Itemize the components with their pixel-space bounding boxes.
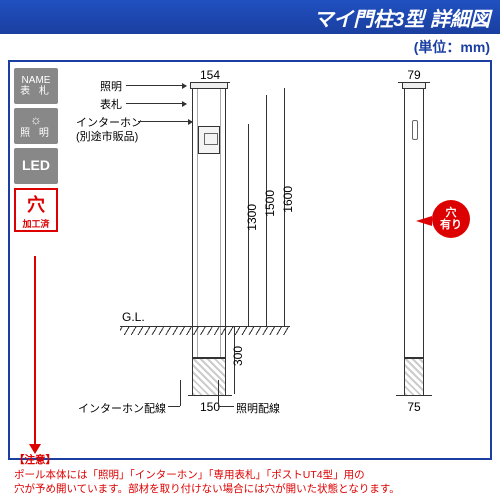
- label-plate: 表札: [100, 96, 122, 112]
- dim-1300: 1300: [248, 124, 249, 326]
- side-view: 79 75 穴 有り: [370, 70, 470, 400]
- icon-column: NAME 表 札 ☼ 照 明 LED 穴 加工済: [14, 68, 62, 232]
- hole-subtext: 加工済: [22, 217, 49, 230]
- side-dim-top: 79: [398, 68, 430, 82]
- led-icon: LED: [14, 148, 58, 184]
- wire-light-label: 照明配線: [236, 400, 280, 416]
- wire-line: [218, 380, 219, 406]
- dim-value: 300: [231, 346, 245, 366]
- dim-value: 1600: [281, 186, 295, 213]
- hole-badge: 穴 加工済: [14, 188, 58, 232]
- wire-line: [168, 406, 180, 407]
- ground-line: [120, 326, 290, 327]
- side-base: [404, 358, 424, 396]
- bulb-icon: ☼: [30, 113, 42, 127]
- nameplate-icon: NAME 表 札: [14, 68, 58, 104]
- icon-text: NAME: [22, 75, 51, 86]
- dim-300: 300: [234, 326, 235, 394]
- dim-top-width: 154: [190, 68, 230, 82]
- hole-text: 穴: [446, 207, 457, 219]
- light-icon: ☼ 照 明: [14, 108, 58, 144]
- dim-value: 154: [200, 68, 220, 82]
- page-title: マイ門柱3型 詳細図: [313, 3, 490, 32]
- hole-text: 有り: [440, 219, 462, 231]
- label-light: 照明: [100, 78, 122, 94]
- front-view: G.L. 154 150: [120, 70, 290, 400]
- hole-text: 穴: [27, 191, 45, 217]
- icon-text: 照 明: [20, 128, 52, 139]
- dim-1500: 1500: [266, 95, 267, 326]
- caution-head: 【注意】: [14, 454, 56, 466]
- leader-line: [126, 103, 186, 104]
- wire-line: [218, 406, 234, 407]
- dim-value: 1300: [245, 204, 259, 231]
- wire-intercom-label: インターホン配線: [78, 400, 166, 416]
- wire-line: [180, 380, 181, 406]
- dim-value: 1500: [263, 190, 277, 217]
- side-intercom: [412, 120, 418, 140]
- gl-label: G.L.: [122, 310, 145, 324]
- icon-text: LED: [22, 158, 50, 173]
- dim-bottom-width: 150: [188, 400, 232, 414]
- leader-line: [138, 121, 192, 122]
- caution-line: ポール本体には「照明」「インターホン」「専用表札」「ポストUT4型」用の: [14, 469, 365, 481]
- unit-label: (単位：mm): [0, 34, 500, 57]
- caution-line: 穴が予め開いています。部材を取り付けない場合には穴が開いた状態となります。: [14, 483, 400, 495]
- hole-marker-icon: 穴 有り: [432, 200, 470, 238]
- icon-text: 表 札: [20, 86, 52, 97]
- caution-note: 【注意】 ポール本体には「照明」「インターホン」「専用表札」「ポストUT4型」用…: [14, 453, 486, 496]
- side-dim-bottom: 75: [396, 400, 432, 414]
- intercom-unit: [198, 126, 220, 154]
- leader-line: [126, 85, 186, 86]
- dim-value: 79: [407, 68, 420, 82]
- page: マイ門柱3型 詳細図 (単位：mm) NAME 表 札 ☼ 照 明 LED 穴 …: [0, 0, 500, 500]
- red-arrow-icon: [34, 256, 36, 452]
- label-intercom-note: (別途市販品): [76, 128, 138, 144]
- title-bar: マイ門柱3型 詳細図: [0, 0, 500, 34]
- post-base: [192, 358, 226, 396]
- dim-1600: 1600: [284, 88, 285, 326]
- dim-value: 150: [200, 400, 220, 414]
- dim-value: 75: [407, 400, 420, 414]
